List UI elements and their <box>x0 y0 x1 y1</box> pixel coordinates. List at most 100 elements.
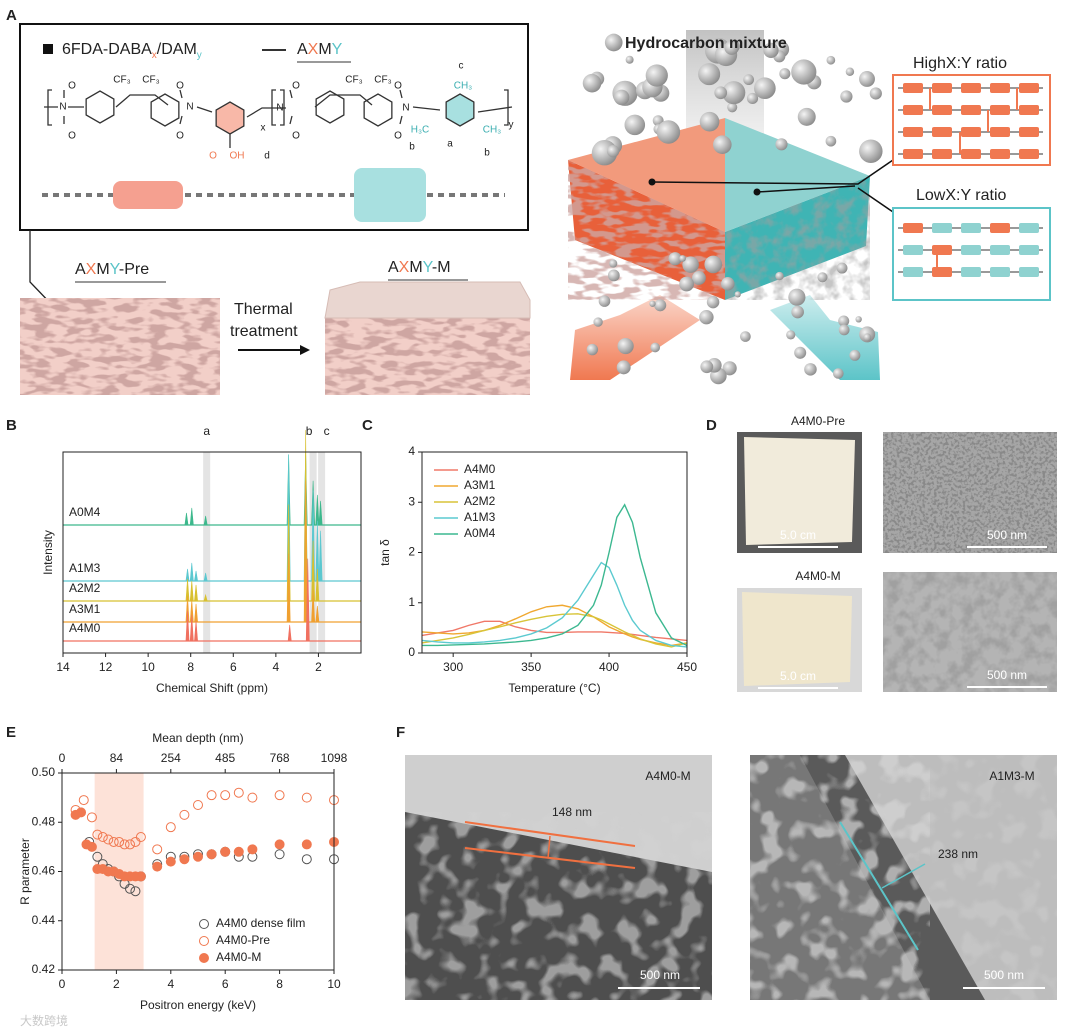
atom-label: O <box>292 81 300 92</box>
molecule <box>586 343 599 356</box>
legend-marker <box>199 953 209 963</box>
x-tick-label: 400 <box>599 660 619 674</box>
molecule <box>791 305 804 319</box>
series-label: A1M3 <box>69 561 101 575</box>
y-axis-label: Intensity <box>41 530 55 575</box>
watermark: 大数跨境 <box>20 1013 68 1028</box>
peak <box>318 530 323 582</box>
x-axis-label: Temperature (°C) <box>508 681 600 695</box>
molecule <box>654 299 667 312</box>
x-axis-label: Positron energy (keV) <box>140 998 256 1012</box>
molecule <box>714 86 728 100</box>
segment <box>990 267 1010 277</box>
segment <box>990 105 1010 115</box>
atom-label: a <box>447 139 453 150</box>
point <box>179 854 190 865</box>
panel-label: B <box>6 417 17 434</box>
scale-label: 500 nm <box>987 528 1027 542</box>
x-tick-label: 2 <box>315 660 322 674</box>
bond <box>399 89 403 99</box>
point <box>125 883 135 894</box>
segment <box>990 245 1010 255</box>
peak <box>286 553 291 623</box>
point <box>274 849 285 860</box>
atom-label: O <box>68 81 76 92</box>
x2-tick-label: 768 <box>270 751 290 765</box>
band-label: c <box>324 424 330 438</box>
atom-label: N <box>276 103 283 114</box>
molecule <box>859 139 883 163</box>
dense-skin <box>324 281 531 319</box>
molecule <box>788 288 806 306</box>
molecule <box>863 333 872 342</box>
peak <box>203 593 208 602</box>
bonds <box>44 94 513 118</box>
series-line <box>421 620 688 642</box>
segment <box>903 83 923 93</box>
molecule <box>713 135 732 154</box>
molecule <box>746 92 759 105</box>
point <box>130 886 141 897</box>
molecule <box>625 55 634 64</box>
x-tick-label: 8 <box>276 977 283 991</box>
molecule <box>791 59 817 85</box>
polymer-code: AXMY <box>297 41 343 58</box>
atom-label: CH₃ <box>454 81 473 92</box>
point <box>86 812 97 823</box>
point <box>135 871 146 882</box>
segment <box>961 245 981 255</box>
molecule <box>624 114 646 136</box>
point <box>301 792 312 803</box>
atom-label: H₃C <box>411 125 430 136</box>
atom-label: CF₃ <box>142 75 159 86</box>
y-tick-label: 3 <box>408 494 415 508</box>
segment <box>1019 245 1039 255</box>
atom-label: O <box>292 131 300 142</box>
segment <box>961 223 981 233</box>
molecule <box>779 68 791 80</box>
point <box>165 822 176 833</box>
scale-label: 5.0 cm <box>780 669 816 683</box>
point <box>125 839 135 850</box>
scale-label: 5.0 cm <box>780 528 816 542</box>
x-tick-label: 6 <box>230 660 237 674</box>
atom-label: OH <box>230 151 245 162</box>
segment <box>990 223 1010 233</box>
permeate-arrow <box>570 295 700 380</box>
x2-tick-label: 84 <box>110 751 124 765</box>
segment <box>1019 267 1039 277</box>
thickness-arrow <box>881 863 926 889</box>
membrane-top-left <box>568 118 725 232</box>
molecule <box>855 316 862 323</box>
molecule <box>869 87 882 100</box>
atom-label: CH₃ <box>483 125 502 136</box>
molecule <box>607 269 620 282</box>
segment <box>903 105 923 115</box>
ring <box>315 90 345 124</box>
panel-label: E <box>6 724 16 741</box>
atom-label: x <box>261 123 266 134</box>
point <box>220 790 231 801</box>
point <box>247 792 258 803</box>
point <box>233 787 244 798</box>
edge-line <box>839 821 919 951</box>
segment <box>990 149 1010 159</box>
peak <box>305 558 310 642</box>
atom-label: N <box>59 102 66 113</box>
bond <box>289 89 293 99</box>
segment <box>903 245 923 255</box>
point <box>220 846 231 857</box>
peak <box>194 620 198 642</box>
x-tick-label: 8 <box>187 660 194 674</box>
edge-line <box>464 847 636 869</box>
y-tick-label: 2 <box>408 545 415 559</box>
molecule <box>616 360 631 375</box>
molecule <box>743 74 755 86</box>
segment <box>1019 127 1039 137</box>
peak <box>189 614 194 642</box>
series-label: A4M0 <box>69 621 101 635</box>
segment <box>1019 223 1039 233</box>
point <box>206 849 217 860</box>
low-ratio-box <box>892 207 1051 301</box>
